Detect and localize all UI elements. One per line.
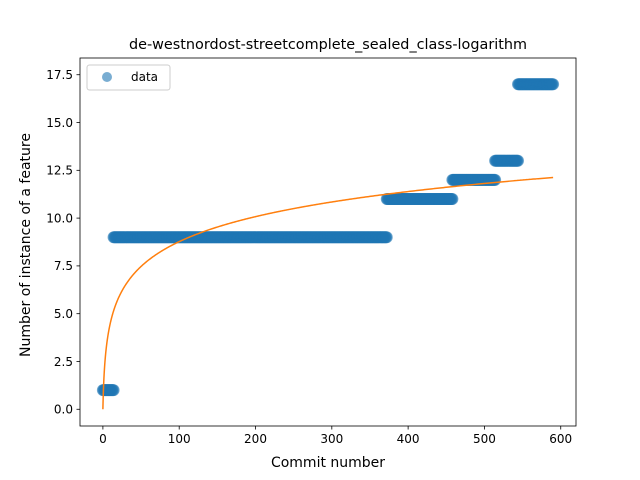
x-tick-label: 600 (549, 432, 572, 446)
data-point (489, 173, 502, 186)
x-tick-label: 200 (244, 432, 267, 446)
plot-area (96, 78, 560, 410)
y-tick-label: 12.5 (46, 164, 73, 178)
y-tick-label: 0.0 (54, 403, 73, 417)
x-tick-label: 100 (168, 432, 191, 446)
x-tick-label: 400 (397, 432, 420, 446)
y-tick-label: 15.0 (46, 116, 73, 130)
y-tick-label: 5.0 (54, 307, 73, 321)
chart-title: de-westnordost-streetcomplete_sealed_cla… (129, 37, 527, 53)
legend-box (86, 64, 171, 91)
x-tick-label: 0 (99, 432, 107, 446)
y-tick-label: 10.0 (46, 211, 73, 225)
x-tick-label: 500 (473, 432, 496, 446)
data-point (446, 192, 459, 205)
data-point (512, 154, 525, 167)
axes: 0 100 200 300 400 500 600 0.0 2.5 5.0 7.5 10.0 12.5 1… (46, 57, 577, 446)
axes-frame (79, 57, 577, 427)
legend: data (86, 64, 171, 91)
y-tick-label: 17.5 (46, 68, 73, 82)
data-point (547, 78, 560, 91)
x-tick-label: 300 (320, 432, 343, 446)
y-tick-label: 7.5 (54, 259, 73, 273)
fit-line (102, 176, 554, 410)
data-point (107, 384, 120, 397)
legend-marker (102, 72, 112, 82)
plot-inner (96, 78, 560, 410)
y-tick-label: 2.5 (54, 355, 73, 369)
legend-label: data (131, 70, 158, 84)
data-point (380, 231, 393, 244)
x-axis-title: Commit number (271, 455, 385, 471)
y-axis-title: Number of instance of a feature (18, 133, 34, 357)
